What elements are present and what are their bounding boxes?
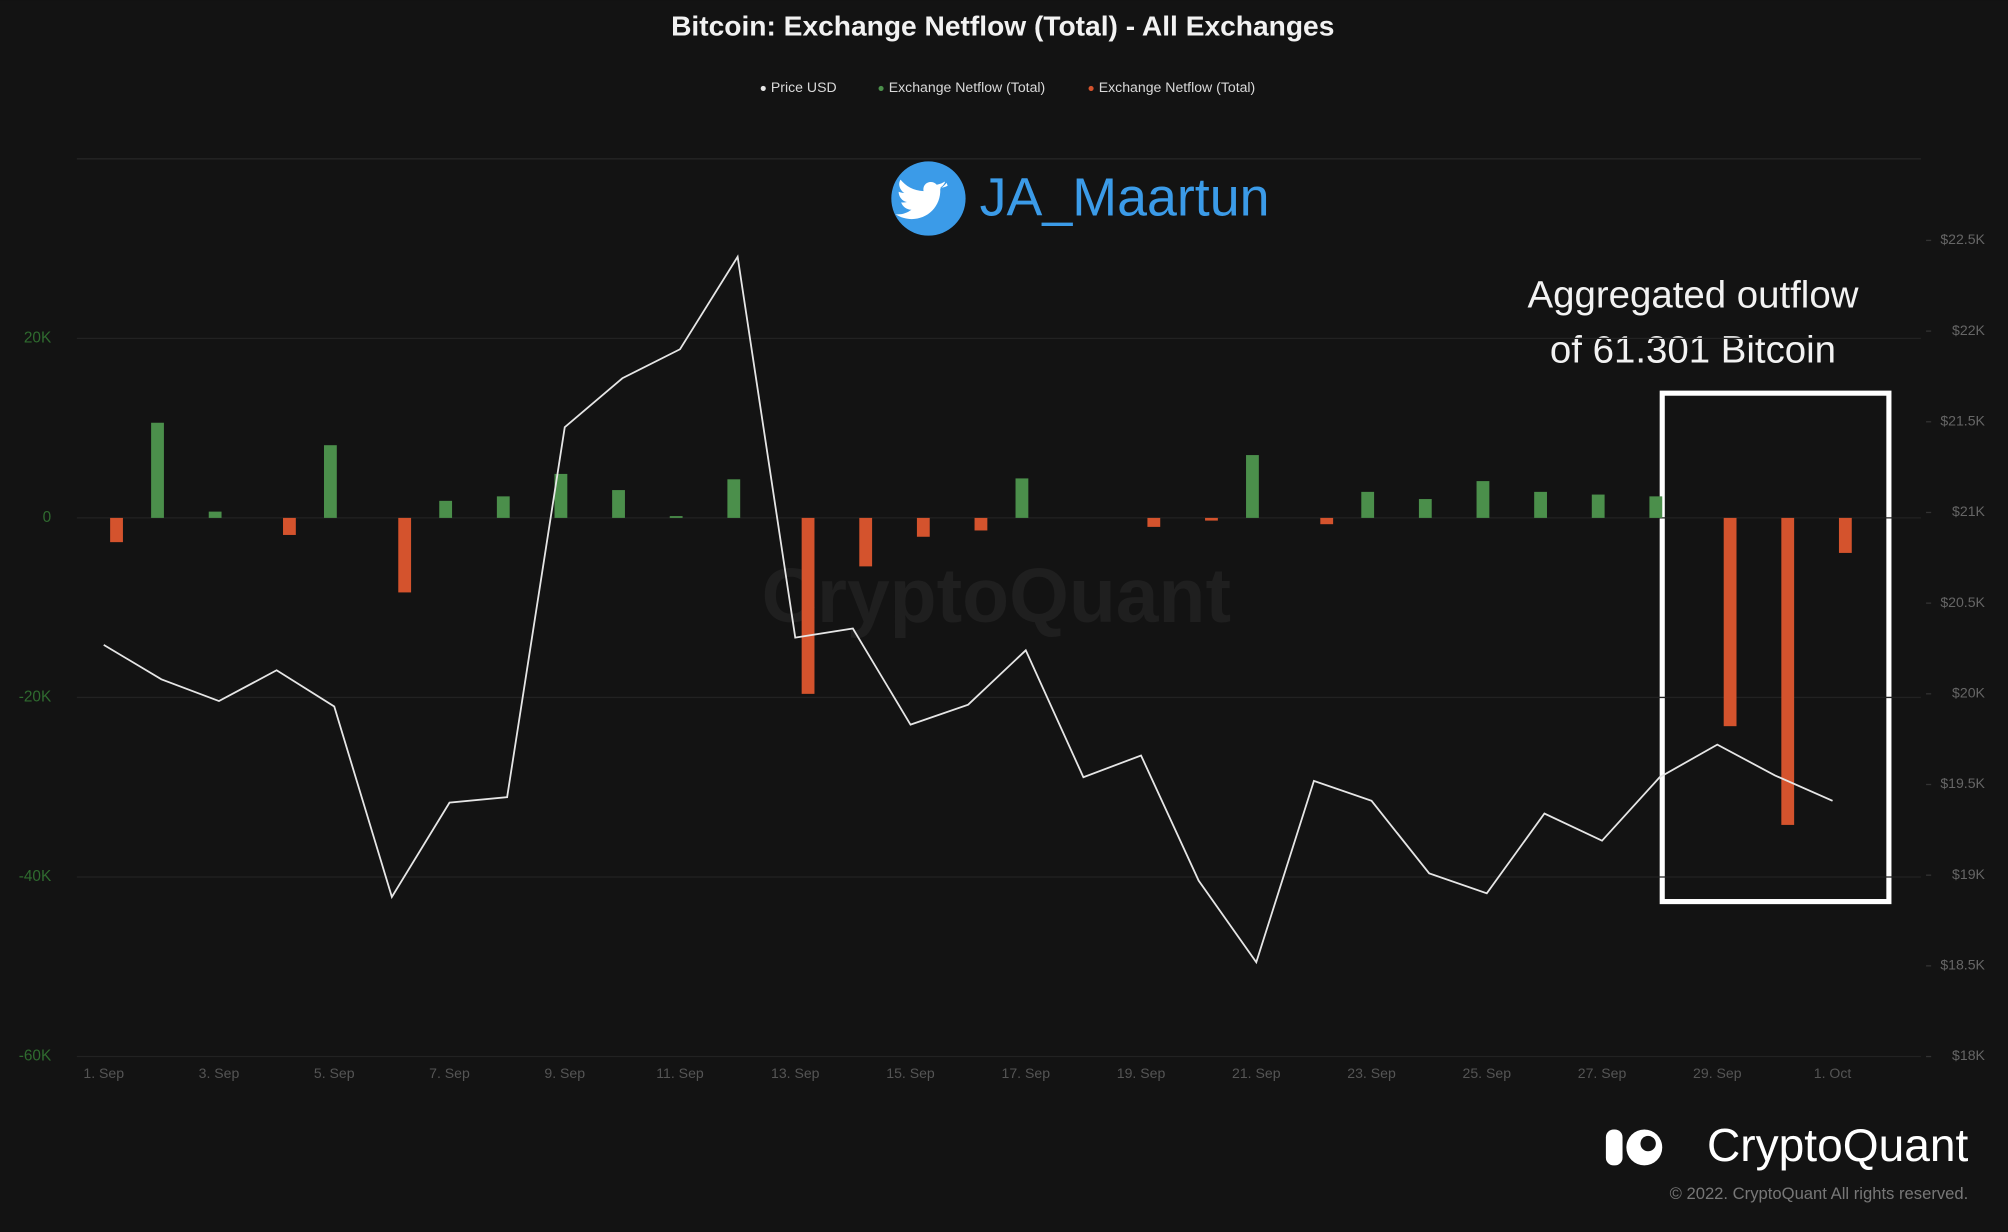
x-tick-label: 1. Oct (1814, 1065, 1852, 1081)
x-tick-label: 13. Sep (771, 1065, 820, 1081)
x-tick-label: 23. Sep (1347, 1065, 1396, 1081)
annotation: Aggregated outflow (1527, 273, 1858, 316)
legend-label: Exchange Netflow (Total) (1099, 79, 1256, 95)
y2-tick-label: $22.5K (1940, 231, 1985, 247)
x-tick-label: 19. Sep (1117, 1065, 1166, 1081)
highlight-box (1659, 390, 1892, 905)
y2-tick-label: $21K (1952, 503, 1985, 519)
x-tick-label: 17. Sep (1002, 1065, 1051, 1081)
x-tick-label: 1. Sep (83, 1065, 124, 1081)
y-tick-label: 20K (24, 329, 52, 346)
legend-label: Exchange Netflow (Total) (889, 79, 1046, 95)
bar (439, 500, 453, 518)
y2-tick-label: $18K (1952, 1047, 1985, 1063)
bar (1205, 517, 1218, 521)
bar (398, 517, 412, 593)
bar (323, 445, 337, 518)
y2-tick-label: $20.5K (1940, 594, 1985, 610)
y2-tick-label: $18.5K (1940, 957, 1985, 973)
legend-marker (878, 85, 884, 91)
bar (1361, 491, 1375, 518)
bar (727, 479, 741, 518)
watermark: CryptoQuant (762, 553, 1232, 639)
x-tick-label: 21. Sep (1232, 1065, 1281, 1081)
y2-tick-label: $19.5K (1940, 775, 1985, 791)
bar (496, 496, 510, 518)
legend-marker (760, 85, 766, 91)
y-tick-label: 0 (43, 509, 52, 526)
y-tick-label: -60K (19, 1048, 52, 1065)
bar (669, 516, 683, 518)
annotation: of 61.301 Bitcoin (1550, 328, 1836, 371)
bar (612, 490, 625, 518)
y2-tick-label: $19K (1952, 866, 1985, 882)
legend: Price USD Exchange Netflow (Total) Exchang… (760, 79, 1256, 95)
bar (151, 422, 164, 518)
y-tick-label: -40K (19, 868, 52, 885)
bar (1723, 517, 1737, 727)
x-tick-label: 27. Sep (1578, 1065, 1627, 1081)
x-tick-label: 15. Sep (886, 1065, 935, 1081)
twitter-handle: JA_Maartun (980, 167, 1270, 227)
bar (1147, 517, 1161, 527)
y-tick-label: -20K (19, 689, 52, 706)
bar (1246, 455, 1259, 518)
brand-logo (1605, 1129, 1663, 1166)
x-tick-label: 29. Sep (1693, 1065, 1742, 1081)
y2-tick-label: $22K (1952, 322, 1985, 338)
bar (283, 517, 296, 535)
bar (916, 517, 930, 537)
brand: CryptoQuant (1707, 1119, 1969, 1171)
bar (974, 517, 988, 531)
bar (1591, 494, 1605, 518)
y2-tick-label: $21.5K (1940, 413, 1985, 429)
chart-title: Bitcoin: Exchange Netflow (Total) - All … (671, 10, 1334, 42)
bar (1320, 517, 1334, 525)
bar (1534, 491, 1547, 518)
x-tick-label: 7. Sep (429, 1065, 470, 1081)
legend-marker (1088, 85, 1094, 91)
bar (1418, 499, 1432, 518)
bar (1781, 517, 1795, 825)
bar (1649, 496, 1663, 518)
bar (1838, 517, 1852, 553)
x-tick-label: 5. Sep (314, 1065, 355, 1081)
bar (801, 517, 815, 694)
price-line (103, 254, 1833, 965)
bar (110, 517, 123, 543)
x-tick-label: 11. Sep (656, 1065, 704, 1081)
bar (1476, 481, 1490, 518)
twitter-icon (891, 161, 966, 236)
x-tick-label: 9. Sep (544, 1065, 585, 1081)
bar (1015, 478, 1029, 518)
bar (208, 511, 222, 518)
bar (554, 473, 568, 518)
x-tick-label: 25. Sep (1463, 1065, 1512, 1081)
legend-label: Price USD (771, 79, 837, 95)
x-tick-label: 3. Sep (199, 1065, 240, 1081)
copyright: © 2022. CryptoQuant All rights reserved. (1670, 1184, 1969, 1203)
bar (859, 517, 873, 567)
y2-tick-label: $20K (1952, 685, 1985, 701)
